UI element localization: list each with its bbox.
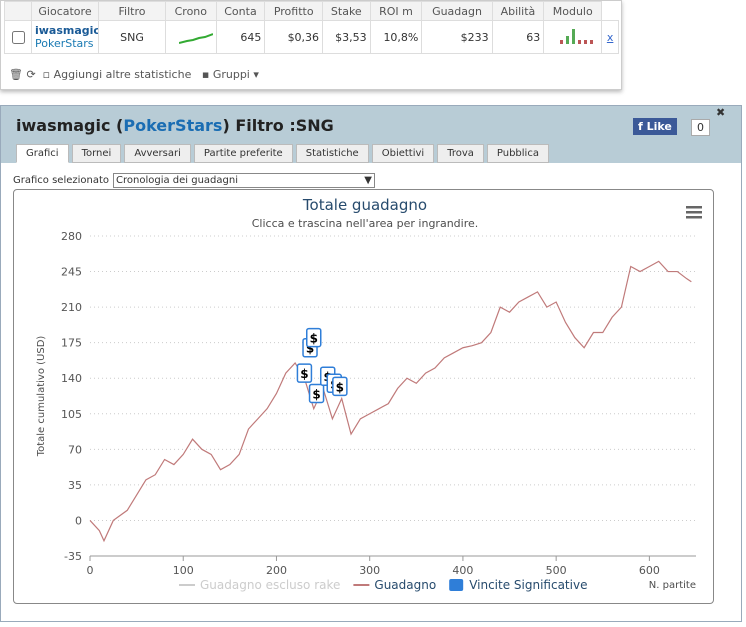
count: 645 bbox=[215, 20, 266, 54]
panel-title: iwasmagic (PokerStars) Filtro :SNG bbox=[16, 116, 334, 135]
tab[interactable]: Avversari bbox=[124, 144, 191, 163]
header-cell: Conta bbox=[215, 1, 266, 21]
header-cell: Profitto bbox=[264, 1, 324, 21]
selector-value: Cronologia dei guadagni bbox=[116, 175, 238, 186]
add-stats[interactable]: Aggiungi altre statistiche bbox=[53, 68, 192, 81]
y-tick-label: 210 bbox=[61, 301, 82, 314]
header-cell: ROI m bbox=[369, 1, 423, 21]
flag bbox=[308, 383, 325, 404]
title-open: ( bbox=[110, 116, 124, 135]
modulo bbox=[543, 20, 603, 54]
modulo-bars bbox=[560, 28, 594, 44]
stake: $3,53 bbox=[322, 20, 371, 54]
x-tick-label: 0 bbox=[87, 564, 94, 577]
series-line bbox=[89, 260, 692, 543]
flag bbox=[296, 363, 313, 383]
player[interactable]: iwasmagic bbox=[35, 24, 99, 37]
header-cell bbox=[4, 1, 32, 21]
tab[interactable]: Obiettivi bbox=[371, 144, 435, 163]
gain: $233 bbox=[421, 20, 493, 54]
header-cell: Filtro bbox=[98, 1, 166, 21]
filter: SNG bbox=[98, 20, 166, 54]
selector[interactable]: Cronologia dei guadagni ▼ bbox=[113, 173, 375, 188]
x-axis-label: N. partite bbox=[649, 580, 696, 591]
y-tick-label: 70 bbox=[68, 443, 82, 456]
significant-win: $ bbox=[332, 376, 348, 397]
y-tick-label: 245 bbox=[61, 266, 82, 279]
tab[interactable]: Grafici bbox=[16, 144, 69, 163]
y-tick-label: 140 bbox=[61, 372, 82, 385]
flag-icon: $ bbox=[300, 367, 308, 381]
legend-label[interactable]: Guadagno escluso rake bbox=[200, 578, 340, 592]
y-axis-label: Totale cumulativo (USD) bbox=[36, 336, 47, 458]
tab[interactable]: Partite preferite bbox=[193, 144, 293, 163]
legend-symbol bbox=[449, 579, 464, 591]
chart: Totale guadagno Clicca e trascina nell'a… bbox=[13, 189, 714, 604]
player-cell: iwasmagic PokerStars bbox=[31, 20, 99, 54]
skill: 63 bbox=[491, 20, 545, 54]
tab[interactable]: Tornei bbox=[71, 144, 122, 163]
roi: 10,8% bbox=[369, 20, 423, 54]
flag-icon: $ bbox=[336, 380, 344, 394]
header-cell: Modulo bbox=[543, 1, 603, 21]
remove-link[interactable]: x bbox=[606, 30, 614, 44]
chart-title: Totale guadagno bbox=[302, 196, 427, 214]
chart-subtitle: Clicca e trascina nell'area per ingrandi… bbox=[252, 217, 479, 230]
stats-box: Giocatore Filtro Crono Conta Profitto Stake RO… bbox=[0, 0, 622, 90]
header-cell: Stake bbox=[322, 1, 371, 21]
header-cell: Guadagn bbox=[421, 1, 493, 21]
x-tick-label: 400 bbox=[452, 564, 473, 577]
y-tick-label: 105 bbox=[61, 408, 82, 421]
header-cell: Abilità bbox=[491, 1, 545, 21]
flag bbox=[332, 376, 348, 397]
toolbar: 🗑 ⟳ ▫ Aggiungi altre statistiche ▪ Grupp… bbox=[9, 68, 259, 81]
flag-icon: $ bbox=[312, 387, 320, 401]
x-tick-label: 300 bbox=[359, 564, 380, 577]
significant-win: $ bbox=[296, 363, 313, 383]
profit: $0,36 bbox=[264, 20, 324, 54]
tab[interactable]: Statistiche bbox=[295, 144, 369, 163]
stats-table: Giocatore Filtro Crono Conta Profitto Stake RO… bbox=[4, 1, 619, 54]
header-cell: Giocatore bbox=[31, 1, 99, 21]
legend-label[interactable]: Guadagno bbox=[374, 578, 436, 592]
title-rest: ) Filtro :SNG bbox=[222, 116, 334, 135]
tab[interactable]: Pubblica bbox=[486, 144, 549, 163]
selector-label: Grafico selezionato bbox=[13, 175, 110, 186]
title-player: iwasmagic bbox=[16, 116, 111, 135]
flag-icon: $ bbox=[306, 342, 314, 356]
groups[interactable]: Gruppi bbox=[212, 68, 250, 81]
checkbox-cell[interactable] bbox=[4, 20, 32, 54]
title-site: PokerStars bbox=[123, 116, 223, 135]
like-button[interactable]: f Like bbox=[633, 118, 677, 135]
y-tick-label: 35 bbox=[68, 479, 82, 492]
y-tick-label: -35 bbox=[64, 550, 82, 563]
y-tick-label: 280 bbox=[61, 230, 82, 243]
x-tick-label: 100 bbox=[173, 564, 194, 577]
x-tick-label: 500 bbox=[546, 564, 567, 577]
close[interactable]: ✖ bbox=[716, 106, 726, 119]
header-cell: Crono bbox=[165, 1, 217, 21]
crono bbox=[165, 20, 217, 54]
y-tick-label: 175 bbox=[61, 337, 82, 350]
site: PokerStars bbox=[35, 37, 94, 50]
like-text: Like bbox=[646, 120, 672, 133]
y-tick-label: 0 bbox=[75, 514, 82, 527]
flag bbox=[306, 327, 322, 348]
like-count: 0 bbox=[691, 119, 710, 136]
x-tick-label: 600 bbox=[639, 564, 660, 577]
significant-win: $ bbox=[308, 383, 325, 404]
flag-icon: $ bbox=[310, 332, 318, 346]
legend-label[interactable]: Vincite Significative bbox=[469, 578, 587, 592]
tabs: Grafici Tornei Avversari Partite preferite S… bbox=[16, 144, 552, 163]
sparkline bbox=[178, 32, 213, 44]
tab[interactable]: Trova bbox=[437, 144, 484, 163]
significant-win: $ bbox=[306, 327, 322, 348]
x-tick-label: 200 bbox=[266, 564, 287, 577]
menu-icon[interactable] bbox=[686, 206, 702, 219]
checkbox[interactable] bbox=[12, 30, 25, 44]
